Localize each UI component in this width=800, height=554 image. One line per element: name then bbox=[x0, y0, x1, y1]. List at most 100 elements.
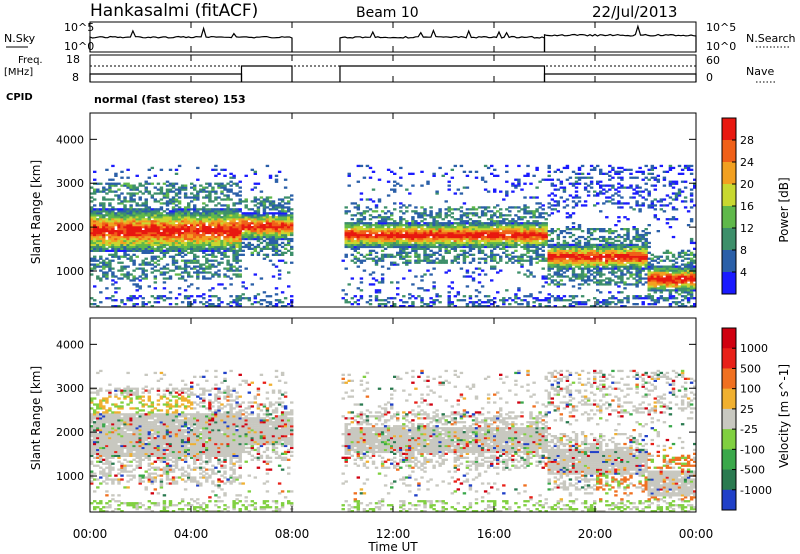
power-cell bbox=[280, 210, 285, 213]
power-cell bbox=[180, 275, 185, 278]
power-cell bbox=[117, 239, 121, 243]
nsky-label: N.Sky bbox=[4, 32, 36, 45]
power-cell bbox=[105, 243, 109, 247]
power-cell bbox=[526, 174, 530, 177]
power-cell bbox=[574, 237, 579, 241]
power-cell bbox=[402, 218, 406, 221]
power-cell bbox=[577, 241, 582, 245]
power-cell bbox=[232, 269, 236, 272]
power-cell bbox=[629, 206, 633, 209]
power-cell bbox=[144, 188, 148, 191]
power-cell bbox=[183, 241, 188, 245]
power-cell bbox=[117, 249, 121, 252]
power-cell bbox=[190, 251, 194, 254]
power-cell bbox=[468, 230, 473, 233]
power-cell bbox=[205, 186, 209, 189]
power-cell bbox=[283, 251, 288, 254]
power-cell bbox=[390, 281, 394, 284]
power-cell bbox=[617, 263, 621, 266]
power-cell bbox=[114, 233, 118, 237]
power-cell bbox=[517, 239, 521, 243]
power-cell bbox=[386, 194, 391, 197]
power-cell bbox=[608, 235, 612, 239]
power-cell bbox=[626, 233, 630, 237]
power-cell bbox=[459, 220, 464, 223]
power-cell bbox=[365, 230, 370, 233]
power-cell bbox=[262, 247, 267, 250]
power-cell bbox=[577, 247, 582, 250]
nsky-line bbox=[543, 24, 697, 52]
power-cell bbox=[408, 237, 412, 241]
power-cell bbox=[620, 271, 624, 274]
power-cell bbox=[202, 214, 206, 217]
power-cell bbox=[423, 208, 427, 211]
power-cell bbox=[141, 261, 145, 264]
power-cell bbox=[535, 196, 539, 199]
power-cell bbox=[644, 261, 648, 264]
power-cell bbox=[99, 241, 103, 245]
power-cell bbox=[632, 245, 636, 249]
power-cell bbox=[362, 259, 367, 262]
power-cell bbox=[217, 202, 221, 205]
power-cell bbox=[571, 259, 576, 262]
power-cell bbox=[577, 182, 582, 185]
power-cell bbox=[623, 247, 627, 250]
power-cell bbox=[144, 222, 148, 225]
power-cell bbox=[183, 218, 188, 221]
power-cell bbox=[187, 196, 191, 199]
power-cell bbox=[629, 283, 633, 286]
power-cell bbox=[602, 184, 606, 187]
power-cell bbox=[180, 208, 185, 211]
power-cell bbox=[638, 295, 642, 298]
power-cell bbox=[153, 301, 158, 304]
power-cell bbox=[435, 192, 439, 195]
power-cell bbox=[620, 301, 624, 304]
power-cell bbox=[553, 305, 558, 308]
power-cell bbox=[462, 186, 467, 189]
power-cell bbox=[229, 233, 233, 237]
power-cell bbox=[577, 259, 582, 262]
power-cell bbox=[644, 233, 648, 237]
power-cell bbox=[435, 220, 439, 223]
power-cell bbox=[411, 245, 415, 249]
power-cell bbox=[238, 218, 242, 221]
power-cell bbox=[359, 243, 364, 247]
power-cell bbox=[571, 271, 576, 274]
power-cell bbox=[232, 210, 236, 213]
power-cell bbox=[268, 233, 273, 237]
power-cell bbox=[265, 233, 270, 237]
power-cell bbox=[177, 245, 182, 249]
power-cell bbox=[135, 303, 139, 306]
power-cell bbox=[638, 245, 642, 249]
power-cell bbox=[90, 233, 94, 237]
power-cell bbox=[450, 231, 455, 235]
power-cell bbox=[471, 235, 476, 239]
power-cell bbox=[583, 253, 588, 256]
power-cell bbox=[617, 182, 621, 185]
power-cell bbox=[553, 259, 558, 262]
power-cell bbox=[614, 303, 618, 306]
power-cell bbox=[223, 184, 227, 187]
power-cell bbox=[226, 194, 230, 197]
power-cell bbox=[626, 283, 630, 286]
power-cell bbox=[423, 273, 427, 276]
power-cell bbox=[514, 230, 518, 233]
power-cell bbox=[177, 226, 182, 229]
power-cell bbox=[193, 210, 197, 213]
power-cell bbox=[202, 231, 206, 235]
power-cell bbox=[123, 212, 127, 215]
power-cell bbox=[138, 208, 142, 211]
power-cell bbox=[235, 241, 239, 245]
power-cell bbox=[256, 253, 261, 256]
power-cell bbox=[177, 253, 182, 256]
power-cell bbox=[493, 220, 497, 223]
power-cell bbox=[147, 192, 152, 195]
power-cell bbox=[238, 224, 242, 227]
power-cell bbox=[183, 231, 188, 235]
power-cell bbox=[568, 231, 573, 235]
power-cell bbox=[456, 239, 461, 243]
power-cell bbox=[180, 220, 185, 223]
power-cell bbox=[608, 261, 612, 264]
power-cell bbox=[520, 263, 524, 266]
power-cell bbox=[171, 196, 176, 199]
